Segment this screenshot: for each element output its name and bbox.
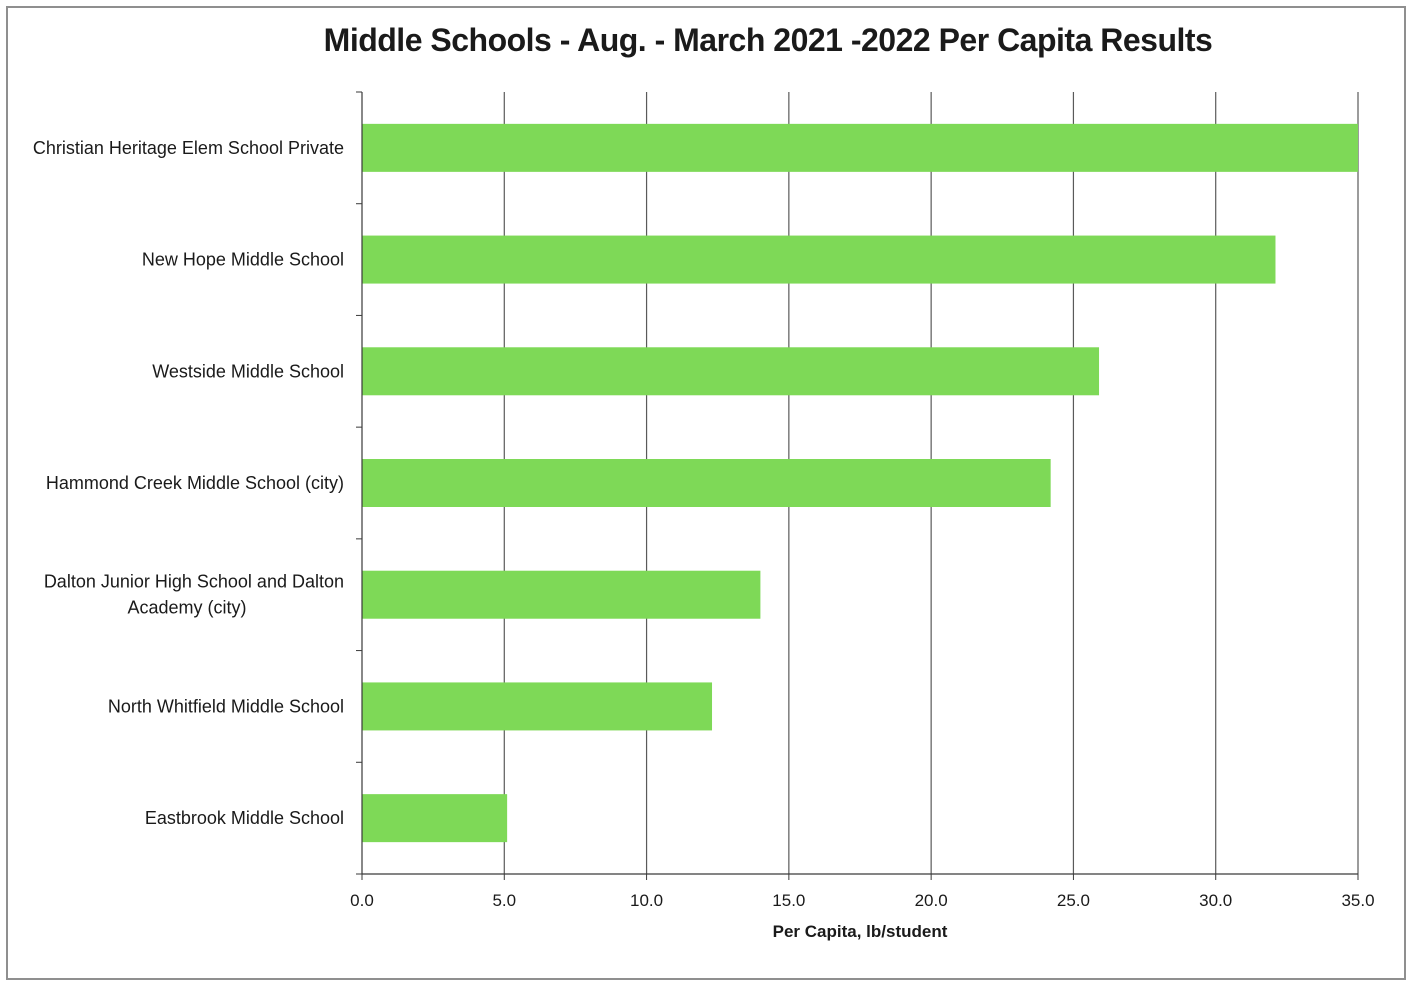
category-labels: Christian Heritage Elem School Private Ne… bbox=[33, 138, 344, 828]
bar bbox=[362, 347, 1100, 396]
x-tick-label: 5.0 bbox=[492, 891, 516, 910]
x-tick-label: 0.0 bbox=[350, 891, 374, 910]
category-label: North Whitfield Middle School bbox=[108, 696, 344, 716]
category-label: Christian Heritage Elem School Private bbox=[33, 138, 344, 158]
x-axis-title: Per Capita, lb/student bbox=[773, 922, 948, 941]
bar bbox=[362, 682, 713, 731]
bar bbox=[362, 123, 1358, 172]
chart-title: Middle Schools - Aug. - March 2021 -2022… bbox=[323, 22, 1213, 58]
tick-labels: 0.0 5.0 10.0 15.0 20.0 25.0 30.0 35.0 bbox=[350, 891, 1374, 910]
axes bbox=[356, 91, 1359, 880]
x-tick-label: 25.0 bbox=[1057, 891, 1090, 910]
bar bbox=[362, 459, 1051, 507]
x-tick-label: 15.0 bbox=[772, 891, 805, 910]
x-tick-label: 20.0 bbox=[915, 891, 948, 910]
category-label: Dalton Junior High School and Dalton Acad… bbox=[44, 572, 344, 618]
category-label: Westside Middle School bbox=[152, 361, 344, 381]
bar bbox=[362, 235, 1276, 284]
bar bbox=[362, 570, 761, 619]
category-label: Eastbrook Middle School bbox=[145, 808, 344, 828]
x-tick-label: 35.0 bbox=[1341, 891, 1374, 910]
category-label: New Hope Middle School bbox=[142, 250, 344, 270]
x-tick-label: 30.0 bbox=[1199, 891, 1232, 910]
category-label: Hammond Creek Middle School (city) bbox=[46, 473, 344, 493]
bars bbox=[362, 123, 1358, 843]
x-tick-label: 10.0 bbox=[630, 891, 663, 910]
bar bbox=[362, 794, 508, 843]
